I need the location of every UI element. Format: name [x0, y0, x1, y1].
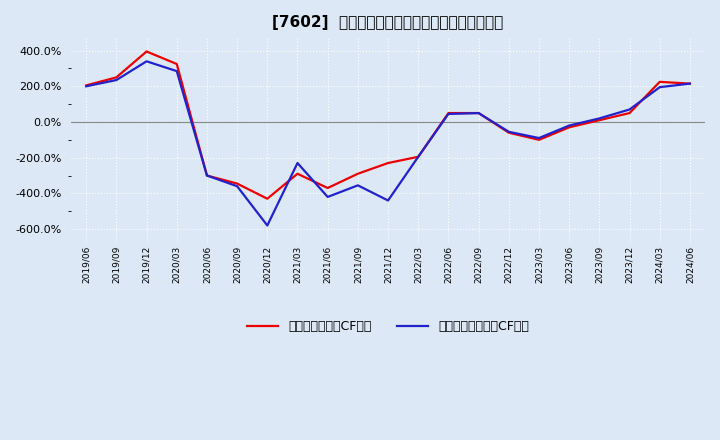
Line: 有利子負債営業CF比率: 有利子負債営業CF比率 [86, 51, 690, 199]
有利子負債営業CF比率 [172, 61, 181, 66]
有利子負債フリーCF比率 [354, 183, 362, 188]
有利子負債フリーCF比率 [202, 173, 211, 178]
有利子負債営業CF比率 [143, 49, 151, 54]
有利子負債営業CF比率 [535, 137, 544, 143]
有利子負債営業CF比率 [655, 79, 664, 84]
有利子負債営業CF比率 [112, 75, 121, 80]
有利子負債営業CF比率 [263, 196, 271, 202]
有利子負債営業CF比率 [444, 110, 453, 116]
有利子負債営業CF比率 [595, 117, 603, 123]
有利子負債フリーCF比率 [685, 81, 694, 86]
有利子負債営業CF比率 [625, 110, 634, 116]
有利子負債フリーCF比率 [444, 111, 453, 117]
有利子負債フリーCF比率 [293, 161, 302, 166]
有利子負債フリーCF比率 [625, 107, 634, 112]
有利子負債営業CF比率 [354, 171, 362, 176]
有利子負債営業CF比率 [293, 171, 302, 176]
有利子負債フリーCF比率 [565, 123, 574, 128]
有利子負債フリーCF比率 [112, 77, 121, 83]
Legend: 有利子負債営業CF比率, 有利子負債フリーCF比率: 有利子負債営業CF比率, 有利子負債フリーCF比率 [242, 315, 534, 338]
有利子負債フリーCF比率 [233, 183, 241, 189]
有利子負債フリーCF比率 [82, 84, 91, 89]
有利子負債営業CF比率 [82, 83, 91, 88]
有利子負債フリーCF比率 [323, 194, 332, 200]
有利子負債フリーCF比率 [143, 59, 151, 64]
有利子負債営業CF比率 [202, 173, 211, 178]
有利子負債フリーCF比率 [263, 223, 271, 228]
有利子負債フリーCF比率 [414, 154, 423, 159]
有利子負債営業CF比率 [685, 81, 694, 86]
有利子負債フリーCF比率 [384, 198, 392, 203]
有利子負債フリーCF比率 [535, 136, 544, 141]
有利子負債営業CF比率 [565, 125, 574, 130]
有利子負債営業CF比率 [474, 110, 483, 116]
Title: [7602]  有利子負債キャッシュフロー比率の推移: [7602] 有利子負債キャッシュフロー比率の推移 [272, 15, 504, 30]
有利子負債フリーCF比率 [505, 129, 513, 135]
有利子負債営業CF比率 [233, 181, 241, 186]
有利子負債営業CF比率 [384, 161, 392, 166]
有利子負債営業CF比率 [414, 154, 423, 159]
有利子負債営業CF比率 [505, 130, 513, 136]
Line: 有利子負債フリーCF比率: 有利子負債フリーCF比率 [86, 61, 690, 225]
有利子負債フリーCF比率 [655, 84, 664, 90]
有利子負債営業CF比率 [323, 185, 332, 191]
有利子負債フリーCF比率 [172, 69, 181, 74]
有利子負債フリーCF比率 [595, 116, 603, 121]
有利子負債フリーCF比率 [474, 110, 483, 116]
